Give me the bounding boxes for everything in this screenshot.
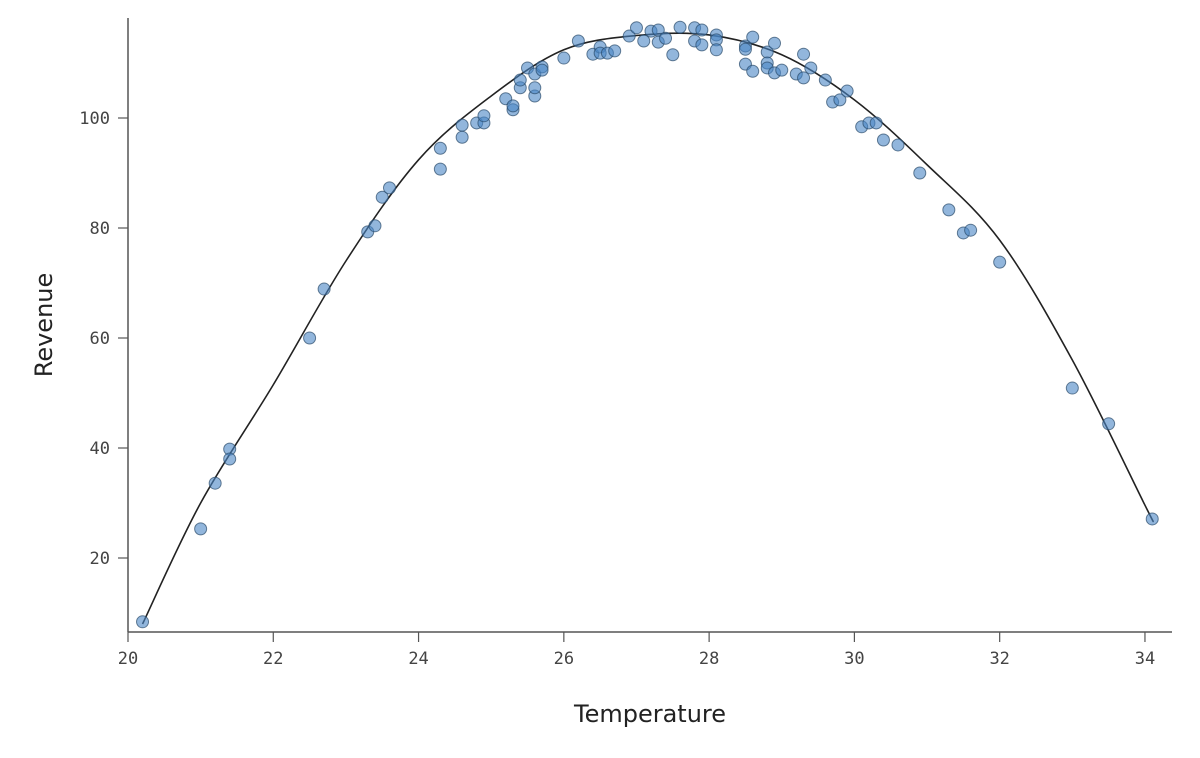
- data-point: [513, 73, 527, 87]
- y-tick-label: 100: [79, 109, 110, 129]
- x-tick-label: 30: [844, 649, 864, 669]
- x-tick-label: 22: [263, 649, 283, 669]
- x-axis-title: Temperature: [573, 700, 726, 728]
- y-tick-label: 80: [90, 219, 110, 239]
- data-point: [637, 34, 651, 48]
- data-point: [775, 63, 789, 77]
- data-point: [767, 36, 781, 50]
- data-point: [709, 43, 723, 57]
- data-point: [622, 29, 636, 43]
- data-point: [368, 219, 382, 233]
- data-point: [317, 282, 331, 296]
- data-point: [1145, 512, 1159, 526]
- data-point: [695, 23, 709, 37]
- data-point: [913, 166, 927, 180]
- data-point: [1102, 417, 1116, 431]
- data-point: [433, 162, 447, 176]
- data-point: [673, 20, 687, 34]
- data-point: [571, 34, 585, 48]
- data-point: [535, 63, 549, 77]
- data-point: [208, 476, 222, 490]
- y-axis-title: Revenue: [30, 273, 58, 378]
- data-point: [738, 42, 752, 56]
- data-point: [876, 133, 890, 147]
- data-point: [223, 452, 237, 466]
- y-tick-label: 20: [90, 549, 110, 569]
- data-point: [455, 118, 469, 132]
- data-point: [455, 130, 469, 144]
- data-point: [746, 64, 760, 78]
- data-point: [659, 31, 673, 45]
- data-point: [528, 81, 542, 95]
- data-point: [833, 93, 847, 107]
- data-point: [818, 73, 832, 87]
- data-point: [433, 141, 447, 155]
- fit-curve: [141, 32, 1154, 625]
- data-point: [797, 71, 811, 85]
- data-point: [840, 84, 854, 98]
- data-point: [797, 47, 811, 61]
- data-point: [942, 203, 956, 217]
- data-point: [383, 181, 397, 195]
- data-point: [629, 21, 643, 35]
- data-point: [608, 44, 622, 58]
- data-point: [695, 38, 709, 52]
- y-tick-label: 40: [90, 439, 110, 459]
- data-point: [194, 522, 208, 536]
- x-tick-label: 32: [989, 649, 1009, 669]
- data-point: [666, 48, 680, 62]
- data-point: [964, 223, 978, 237]
- data-point: [804, 61, 818, 75]
- x-tick-label: 26: [554, 649, 574, 669]
- data-point: [993, 255, 1007, 269]
- data-point: [136, 615, 150, 629]
- data-point: [506, 99, 520, 113]
- data-point: [1065, 381, 1079, 395]
- data-point: [303, 331, 317, 345]
- y-tick-label: 60: [90, 329, 110, 349]
- data-point: [746, 30, 760, 44]
- data-point: [375, 190, 389, 204]
- x-tick-label: 28: [699, 649, 719, 669]
- data-point: [477, 109, 491, 123]
- data-point: [891, 138, 905, 152]
- x-tick-label: 34: [1135, 649, 1155, 669]
- data-point: [869, 116, 883, 130]
- x-tick-label: 20: [118, 649, 138, 669]
- data-point: [557, 51, 571, 65]
- x-tick-label: 24: [408, 649, 428, 669]
